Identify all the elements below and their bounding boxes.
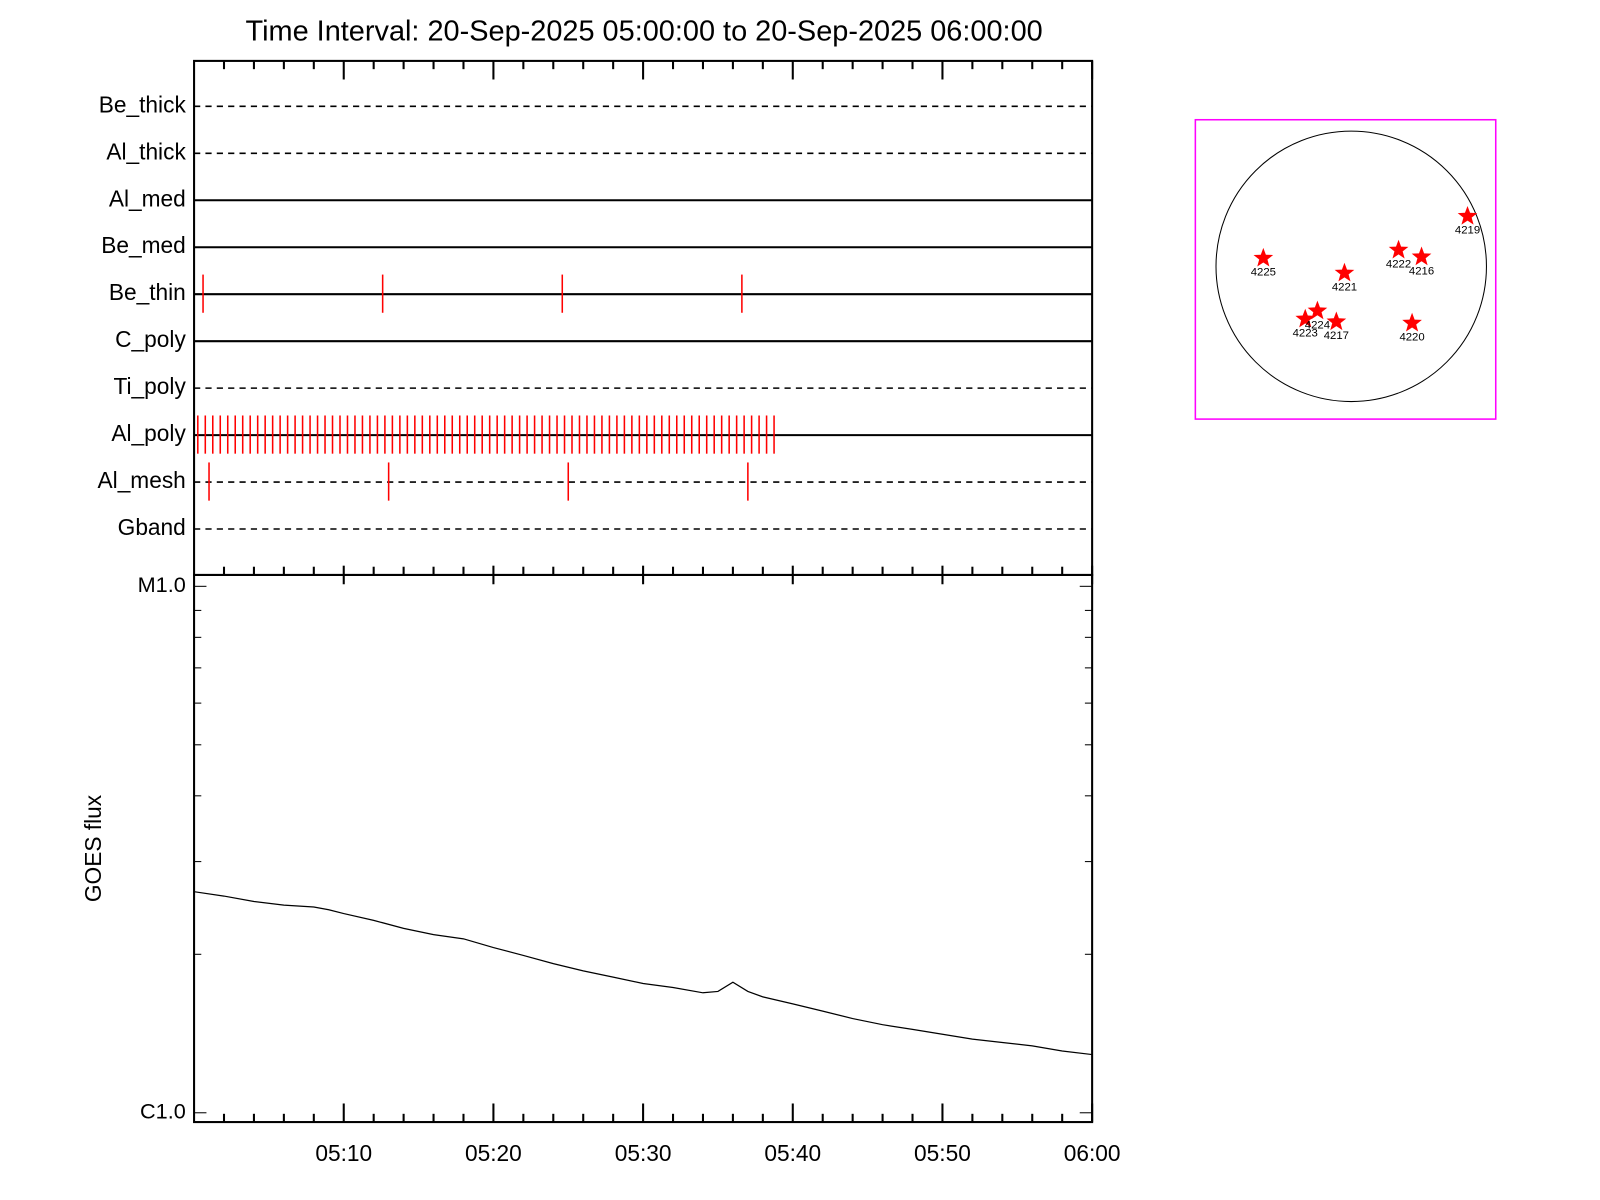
flux-line [193,891,1093,1056]
filter-label: Be_med [101,232,186,258]
region-label: 4221 [1332,282,1357,294]
region-marker [1295,308,1316,328]
filter-label: Ti_poly [114,373,187,399]
region-label: 4223 [1293,328,1318,340]
filter-label: C_poly [115,326,186,352]
y-tick-label: M1.0 [138,572,186,597]
x-tick-label: 05:40 [764,1140,821,1166]
region-label: 4222 [1386,259,1411,271]
region-label: 4220 [1399,332,1424,344]
disk-frame [1194,118,1497,420]
region-label: 4217 [1324,330,1349,342]
y-tick-label: C1.0 [140,1098,186,1123]
chart-title: Time Interval: 20-Sep-2025 05:00:00 to 2… [246,16,1043,48]
region-marker [1457,205,1478,225]
x-tick-label: 05:50 [914,1140,971,1166]
filter-panel-frame [193,59,1094,576]
x-tick-label: 05:30 [615,1140,672,1166]
x-tick-label: 05:20 [465,1140,522,1166]
region-marker [1402,312,1422,332]
flux-panel-frame [193,573,1094,1124]
filter-label: Al_mesh [98,467,186,493]
filter-label: Be_thin [109,279,186,305]
x-tick-label: 05:10 [315,1140,372,1166]
region-marker [1326,311,1347,331]
y-axis-label: GOES flux [80,794,106,902]
region-marker [1307,300,1328,320]
filter-label: Al_thick [106,138,186,164]
filter-label: Al_med [109,185,186,211]
region-marker [1411,246,1432,266]
x-tick-label: 06:00 [1064,1140,1121,1166]
region-label: 4216 [1409,265,1434,277]
filter-label: Be_thick [99,91,187,117]
filter-label: Al_poly [111,420,186,446]
solar-disk [1215,130,1487,403]
region-label: 4219 [1455,225,1480,237]
region-marker [1388,239,1409,259]
region-label: 4224 [1305,319,1330,331]
filter-label: Gband [118,514,186,540]
region-label: 4225 [1251,267,1276,279]
region-marker [1334,262,1355,282]
region-marker [1253,247,1274,267]
